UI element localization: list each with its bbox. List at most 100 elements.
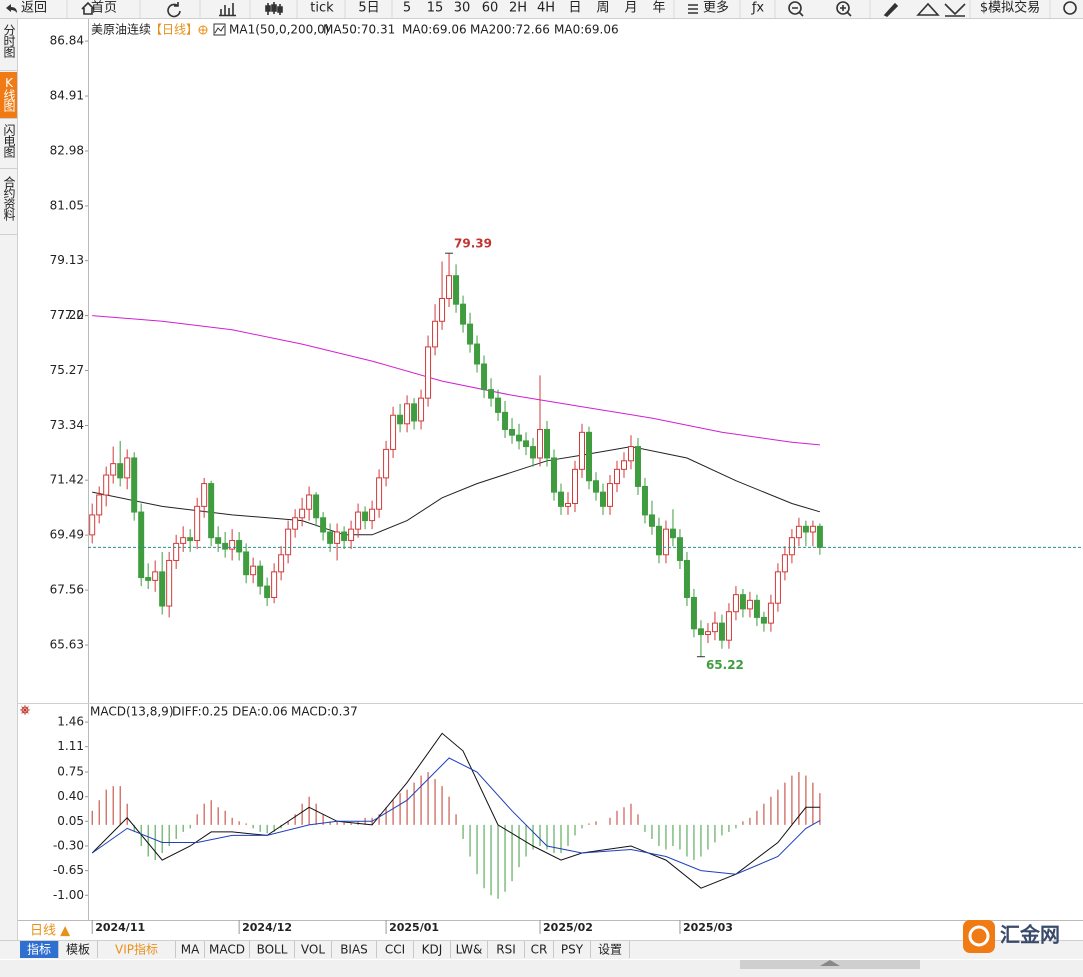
bottom-tab[interactable]: VIP指标: [115, 942, 158, 957]
candle-body: [669, 528, 676, 539]
candle-body: [585, 431, 592, 482]
candle-body: [243, 551, 250, 576]
toolbar-button[interactable]: $模拟交易: [980, 0, 1040, 16]
candle-body: [481, 363, 488, 391]
candle-body: [467, 323, 474, 345]
toolbar-button[interactable]: 日: [568, 1, 581, 16]
candle-body: [732, 594, 739, 613]
candle-body: [488, 389, 495, 399]
candle-body: [439, 297, 446, 322]
bottom-tab[interactable]: BIAS: [340, 943, 368, 957]
toolbar-button[interactable]: 4H: [537, 1, 555, 16]
candle-body: [383, 448, 390, 479]
indicator-label: MA0:69.06: [554, 23, 619, 37]
candle-body: [718, 622, 725, 641]
toolbar-separators: [66, 0, 1051, 18]
bottom-tab[interactable]: RSI: [496, 943, 516, 957]
side-tab[interactable]: 分时图: [2, 24, 16, 58]
toolbar-button[interactable]: 返回: [21, 1, 47, 16]
candle-body: [348, 528, 355, 542]
toolbar-button[interactable]: 5日: [358, 1, 379, 16]
bottom-tab[interactable]: MACD: [209, 943, 245, 957]
bottom-tab[interactable]: 设置: [598, 943, 622, 957]
y-tick-label: 81.05: [50, 198, 84, 212]
bottom-tab[interactable]: BOLL: [257, 943, 288, 957]
candle-body: [453, 275, 460, 305]
candle-body: [152, 571, 159, 581]
candle-body: [201, 483, 208, 507]
indicator-label: MA200:72.66: [470, 23, 550, 37]
logo-mark: [963, 920, 995, 953]
candle-body: [690, 596, 697, 630]
candle-body: [131, 457, 138, 513]
bottom-tab[interactable]: KDJ: [422, 943, 443, 957]
side-tab[interactable]: 合约资料: [2, 175, 16, 221]
candle-body: [746, 599, 753, 610]
bottom-tab[interactable]: LW&: [456, 943, 483, 957]
candle-body: [411, 403, 418, 422]
toolbar-button[interactable]: 更多: [703, 0, 729, 16]
y-tick-label: 1.11: [57, 739, 84, 753]
candle-body: [516, 434, 523, 442]
indicator-line: [92, 446, 821, 536]
candle-body: [222, 542, 229, 550]
toolbar-button[interactable]: 5: [403, 1, 411, 16]
candle-body: [432, 320, 439, 348]
candle-body: [397, 414, 404, 425]
x-tick-label: 2024/11: [95, 921, 145, 934]
y-tick-label: 65.63: [50, 638, 84, 652]
candle-body: [159, 571, 166, 607]
scroll-arrow[interactable]: [820, 960, 840, 966]
side-tab[interactable]: 闪电图: [2, 124, 16, 158]
toolbar-button[interactable]: ƒx: [751, 1, 765, 16]
period-button[interactable]: 日线 ▲: [30, 924, 70, 939]
side-column: [0, 19, 17, 959]
bottom-tab[interactable]: CCI: [385, 943, 405, 957]
fall-icon: [944, 3, 966, 17]
candle-body: [257, 565, 264, 587]
candle-body: [620, 460, 627, 470]
toolbar-button[interactable]: tick: [310, 1, 334, 16]
x-tick-label: 2025/02: [543, 921, 593, 934]
toolbar-button[interactable]: 60: [482, 1, 499, 16]
toolbar-button[interactable]: 15: [427, 1, 444, 16]
side-tab[interactable]: K线图: [2, 76, 16, 112]
toolbar-button[interactable]: 月: [624, 1, 637, 16]
refresh-icon: [167, 2, 181, 18]
y-tick-label: 77.2: [57, 308, 84, 322]
bottom-tab[interactable]: MA: [181, 943, 200, 957]
y-tick-label: 69.49: [50, 528, 84, 542]
candle-body: [187, 537, 194, 542]
zoom-out-icon: [788, 1, 802, 15]
close-icon: [1063, 1, 1077, 15]
y-tick-label: -0.65: [53, 863, 84, 877]
bottom-tab[interactable]: 指标: [27, 942, 51, 957]
more-icon: [688, 4, 698, 14]
toolbar-button[interactable]: 2H: [509, 1, 527, 16]
candle-body: [271, 571, 278, 598]
chart-title: MACD(13,8,9): [90, 705, 174, 719]
toolbar-button[interactable]: 年: [652, 1, 665, 16]
toolbar-button[interactable]: 周: [596, 1, 609, 16]
candle-body: [572, 468, 579, 505]
bottom-tab[interactable]: 模板: [66, 943, 90, 957]
candle-body: [418, 397, 425, 422]
candle-body: [313, 494, 320, 519]
bottom-tab[interactable]: PSY: [561, 943, 584, 957]
indicator-line: [91, 732, 820, 889]
pen-icon: [883, 2, 899, 17]
toolbar-bg: [0, 0, 1083, 18]
indicator-line: [92, 315, 820, 446]
indicator-label: MA1(50,0,200,0): [229, 23, 329, 37]
home-icon: [81, 1, 95, 15]
toolbar-button[interactable]: 首页: [91, 1, 117, 16]
back-icon: [6, 4, 17, 13]
toolbar-button[interactable]: 30: [454, 1, 471, 16]
candle-body: [264, 585, 271, 598]
bottom-tab[interactable]: VOL: [301, 943, 325, 957]
candle-body: [250, 565, 257, 576]
bottom-tab[interactable]: CR: [531, 943, 548, 957]
candle-body: [425, 346, 432, 399]
candle-body: [180, 537, 187, 544]
